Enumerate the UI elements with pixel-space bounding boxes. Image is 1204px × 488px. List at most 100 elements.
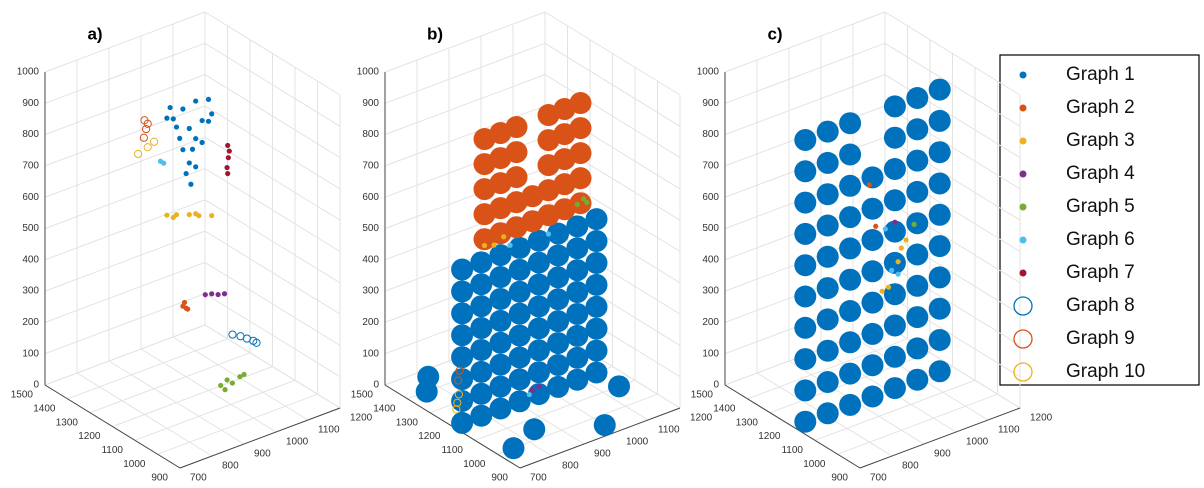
- legend-label: Graph 6: [1066, 229, 1135, 250]
- data-point: [839, 237, 862, 260]
- data-point: [489, 331, 512, 354]
- data-point: [186, 125, 192, 132]
- data-point: [508, 280, 531, 303]
- z-tick-label: 100: [702, 348, 719, 359]
- data-point: [222, 387, 228, 393]
- data-point: [225, 155, 231, 161]
- data-point: [816, 183, 839, 206]
- x-tick-label: 1500: [691, 390, 714, 401]
- data-point: [193, 98, 199, 104]
- data-point: [816, 245, 839, 268]
- data-point: [608, 375, 630, 398]
- data-point: [489, 353, 512, 376]
- data-point: [892, 219, 898, 225]
- z-tick-label: 1000: [697, 67, 720, 78]
- x-tick-label: 1100: [101, 445, 123, 456]
- data-point: [185, 306, 191, 312]
- data-point: [794, 160, 817, 183]
- data-point: [794, 410, 817, 433]
- x-tick-label: 1200: [78, 431, 101, 442]
- legend-marker: [1013, 296, 1033, 316]
- data-point: [585, 295, 608, 318]
- z-tick-label: 200: [22, 317, 39, 328]
- z-tick-label: 200: [702, 317, 719, 328]
- data-point: [181, 299, 188, 306]
- data-point: [455, 366, 464, 375]
- data-point: [569, 142, 592, 165]
- z-tick-label: 700: [702, 161, 719, 172]
- data-point: [906, 306, 929, 329]
- data-point: [226, 148, 232, 154]
- grid-line: [44, 42, 206, 104]
- data-point: [883, 345, 906, 368]
- data-point: [451, 258, 474, 281]
- data-point: [489, 287, 512, 310]
- data-point: [816, 339, 839, 362]
- data-point: [502, 437, 525, 460]
- data-point: [451, 280, 474, 303]
- z-tick-label: 300: [702, 286, 719, 297]
- data-point: [193, 164, 199, 170]
- y-tick-label: 1100: [998, 425, 1020, 436]
- data-point: [816, 371, 839, 393]
- x-tick-label: 1000: [123, 459, 146, 470]
- data-point: [470, 338, 493, 361]
- data-point: [180, 106, 186, 112]
- data-point: [224, 377, 230, 383]
- data-point: [527, 339, 550, 362]
- data-point: [585, 230, 608, 253]
- data-point: [451, 302, 474, 325]
- data-point: [173, 124, 180, 130]
- data-point: [898, 245, 904, 251]
- panel-title: b): [427, 24, 443, 43]
- data-point: [928, 109, 951, 132]
- grid-line: [108, 360, 245, 445]
- data-point: [164, 115, 170, 121]
- x-tick-label: 1400: [373, 403, 396, 414]
- legend-label: Graph 3: [1066, 130, 1135, 151]
- data-point: [566, 259, 589, 282]
- data-point: [527, 295, 550, 318]
- z-tick-label: 900: [362, 98, 379, 109]
- data-point: [861, 260, 884, 283]
- data-point: [505, 141, 528, 164]
- data-point: [581, 196, 587, 202]
- data-point: [566, 281, 589, 304]
- grid-line: [44, 230, 206, 292]
- x-tick-label: 1400: [713, 403, 736, 414]
- data-point: [470, 317, 493, 340]
- y-tick-label: 800: [902, 461, 919, 472]
- grid-line: [384, 74, 546, 136]
- grid-line: [474, 379, 636, 441]
- data-point: [885, 284, 892, 290]
- data-point: [928, 360, 951, 383]
- x-tick-label: 1300: [56, 417, 79, 428]
- data-point: [164, 212, 170, 218]
- legend-marker: [1013, 329, 1033, 349]
- data-point: [199, 139, 205, 146]
- x-tick-label: 900: [491, 473, 508, 484]
- data-point: [794, 379, 817, 402]
- data-point: [209, 212, 215, 219]
- data-point: [816, 120, 839, 143]
- legend-marker: [1019, 71, 1027, 79]
- data-point: [241, 371, 247, 378]
- data-point: [218, 382, 224, 389]
- data-point: [225, 170, 231, 177]
- legend-marker: [1019, 137, 1027, 145]
- data-point: [470, 251, 493, 274]
- x-tick-label: 1100: [441, 445, 463, 456]
- data-point: [547, 375, 570, 398]
- data-point: [167, 104, 173, 111]
- x-tick-label: 1300: [736, 417, 759, 428]
- data-point: [569, 167, 592, 190]
- z-tick-label: 0: [33, 380, 39, 391]
- legend-marker: [1019, 269, 1027, 277]
- data-point: [454, 376, 463, 385]
- data-point: [229, 380, 235, 386]
- data-point: [794, 316, 817, 339]
- grid-line: [157, 393, 318, 455]
- data-point: [501, 234, 507, 240]
- y-tick-label: 1000: [626, 437, 649, 448]
- data-point: [839, 268, 862, 291]
